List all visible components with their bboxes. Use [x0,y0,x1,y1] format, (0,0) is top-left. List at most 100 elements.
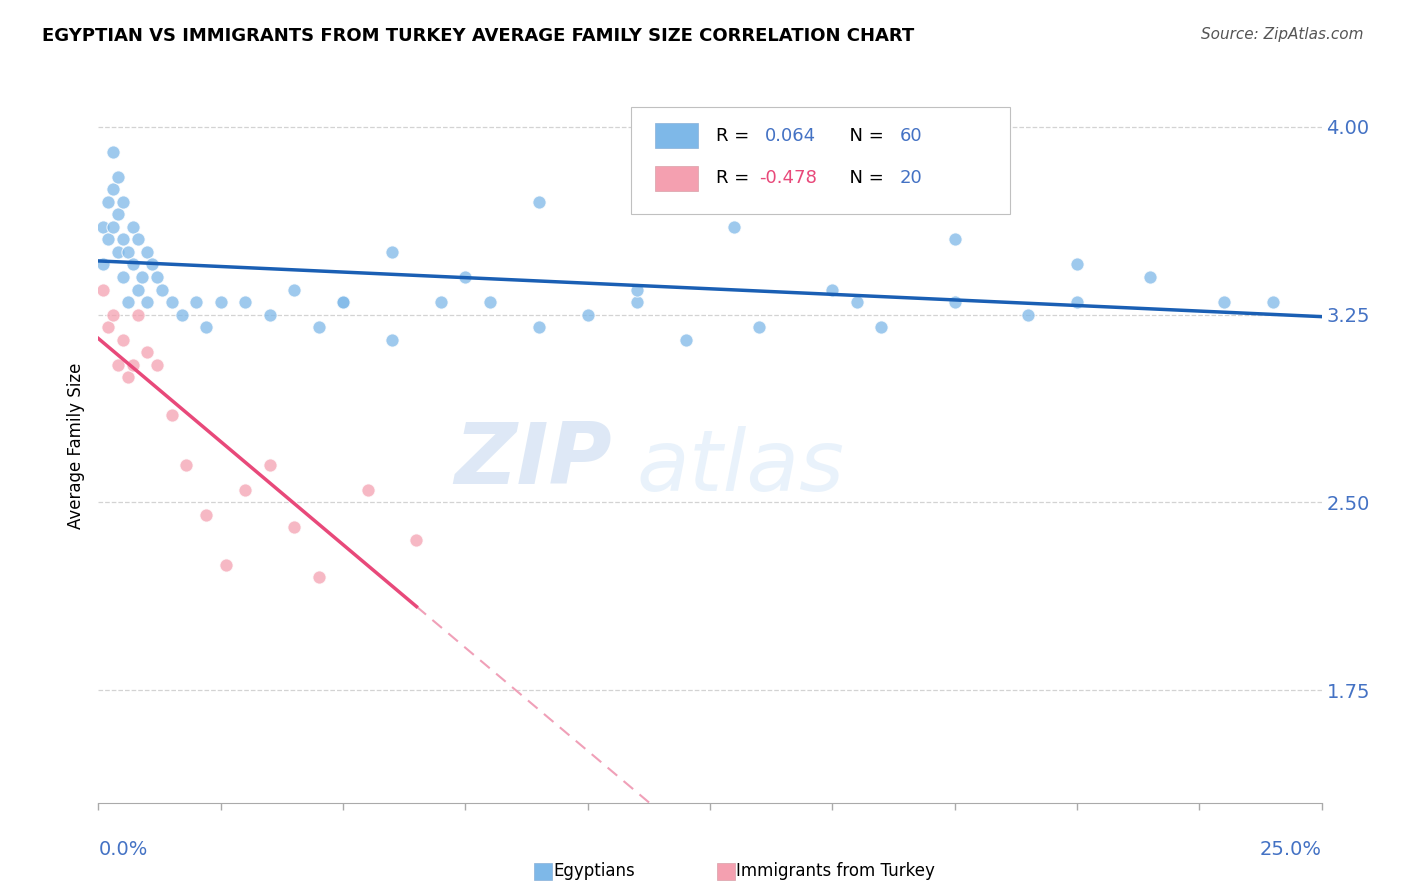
Point [527,320,550,334]
Point [527,194,550,209]
Point [107,169,129,184]
Point [91,283,114,297]
Point [405,533,427,547]
Point [121,257,143,271]
Point [233,483,256,497]
Point [332,295,354,310]
Point [111,270,134,285]
Text: 0.064: 0.064 [765,127,817,145]
Point [121,358,143,372]
Point [117,295,139,310]
Point [176,458,198,472]
Point [111,333,134,347]
Point [127,283,149,297]
Text: Egyptians: Egyptians [554,862,636,880]
Point [146,358,169,372]
Text: R =: R = [716,127,761,145]
Point [1261,295,1284,310]
Point [356,483,378,497]
Point [121,219,143,234]
Point [97,232,120,246]
Point [107,207,129,221]
Point [821,283,844,297]
Point [111,232,134,246]
Point [150,283,173,297]
FancyBboxPatch shape [630,107,1010,214]
Text: N =: N = [838,127,890,145]
Point [101,145,124,159]
Point [478,295,501,310]
Point [146,270,169,285]
Point [117,244,139,259]
Point [576,308,599,322]
Point [136,295,159,310]
Point [283,520,305,534]
Text: Immigrants from Turkey: Immigrants from Turkey [737,862,935,880]
Point [117,370,139,384]
Point [259,308,281,322]
Point [214,558,236,572]
Point [626,295,648,310]
Point [141,257,163,271]
Text: ZIP: ZIP [454,418,612,502]
Point [170,308,193,322]
Text: EGYPTIAN VS IMMIGRANTS FROM TURKEY AVERAGE FAMILY SIZE CORRELATION CHART: EGYPTIAN VS IMMIGRANTS FROM TURKEY AVERA… [42,27,914,45]
Point [209,295,232,310]
Text: -0.478: -0.478 [759,169,817,187]
Point [97,194,120,209]
Point [107,358,129,372]
Point [1066,295,1088,310]
Text: R =: R = [716,169,755,187]
Point [332,295,354,310]
Point [308,320,330,334]
Point [107,244,129,259]
Point [454,270,477,285]
Point [101,308,124,322]
Point [136,345,159,359]
Text: atlas: atlas [637,425,845,509]
FancyBboxPatch shape [655,166,697,191]
Point [233,295,256,310]
Point [195,508,218,522]
Point [111,194,134,209]
Text: 0.0%: 0.0% [98,840,148,859]
Point [91,257,114,271]
Text: Source: ZipAtlas.com: Source: ZipAtlas.com [1201,27,1364,42]
Text: N =: N = [838,169,890,187]
Point [308,570,330,584]
FancyBboxPatch shape [655,123,697,148]
Point [91,219,114,234]
Point [160,408,183,422]
Point [1066,257,1088,271]
Point [381,333,404,347]
Point [870,320,893,334]
Point [626,283,648,297]
Point [943,295,966,310]
Point [283,283,305,297]
Point [430,295,453,310]
Point [195,320,218,334]
Y-axis label: Average Family Size: Average Family Size [66,363,84,529]
Point [723,219,745,234]
Point [675,333,697,347]
Point [127,232,149,246]
Point [748,320,770,334]
Point [381,244,404,259]
Point [845,295,868,310]
Point [160,295,183,310]
Point [136,244,159,259]
Point [186,295,208,310]
Point [943,232,966,246]
Point [131,270,153,285]
Point [1017,308,1039,322]
Text: 20: 20 [900,169,922,187]
Point [127,308,149,322]
Point [97,320,120,334]
Point [259,458,281,472]
Point [1212,295,1234,310]
Text: 25.0%: 25.0% [1260,840,1322,859]
Point [101,182,124,196]
Text: 60: 60 [900,127,922,145]
Point [1139,270,1161,285]
Point [101,219,124,234]
